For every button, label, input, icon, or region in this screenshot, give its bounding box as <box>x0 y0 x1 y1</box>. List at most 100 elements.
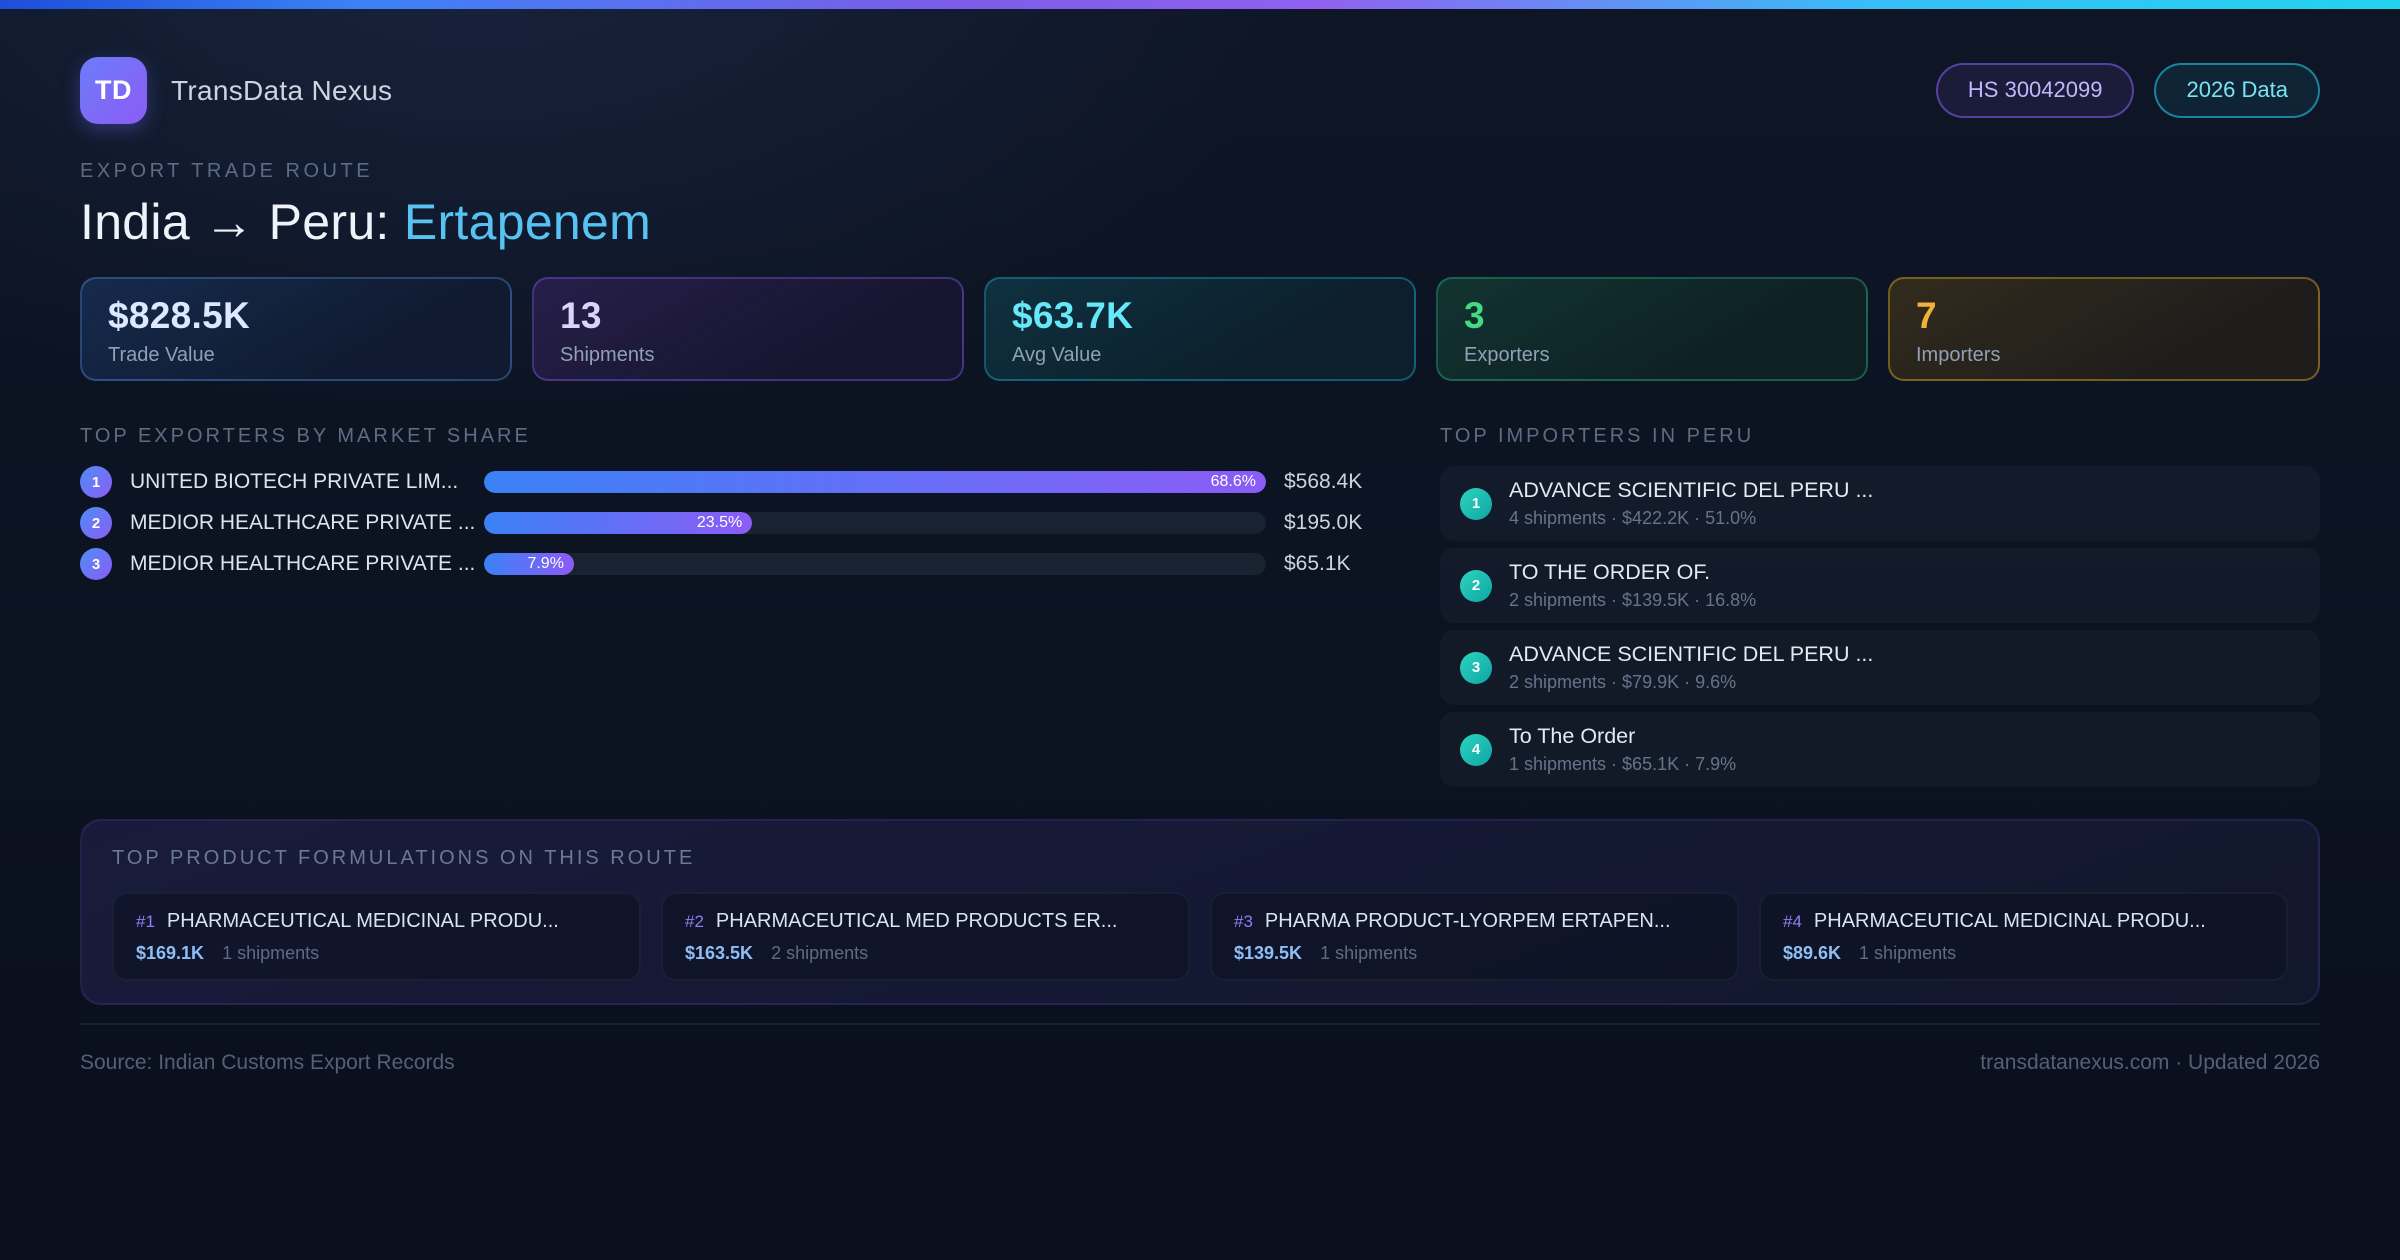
route-title: India → Peru: <box>80 194 404 250</box>
importer-text: ADVANCE SCIENTIFIC DEL PERU ... 4 shipme… <box>1509 478 1873 529</box>
formulation-value: $169.1K <box>136 943 205 963</box>
main-columns: TOP EXPORTERS BY MARKET SHARE 1 UNITED B… <box>80 425 2320 794</box>
formulation-shipments: 1 shipments <box>222 943 320 963</box>
importer-name: ADVANCE SCIENTIFIC DEL PERU ... <box>1509 642 1874 666</box>
stat-value: $828.5K <box>108 295 250 336</box>
market-share-bar: 68.6% <box>484 471 1266 493</box>
rank-badge: 1 <box>80 466 112 498</box>
header: TD TransData Nexus HS 30042099 2026 Data <box>80 57 2320 124</box>
share-percent: 23.5% <box>696 514 743 531</box>
page-title: India → Peru: Ertapenem <box>80 193 2320 251</box>
formulation-header: #4 PHARMACEUTICAL MEDICINAL PRODU... <box>1783 910 2264 933</box>
footer: Source: Indian Customs Export Records tr… <box>80 1023 2320 1075</box>
formulation-header: #3 PHARMA PRODUCT-LYORPEM ERTAPEN... <box>1234 910 1715 933</box>
formulation-rank: #3 <box>1234 912 1253 931</box>
formulation-header: #1 PHARMACEUTICAL MEDICINAL PRODU... <box>136 910 617 933</box>
exporter-value: $568.4K <box>1284 470 1363 493</box>
app-name: TransData Nexus <box>171 74 393 106</box>
hs-code-badge[interactable]: HS 30042099 <box>1935 63 2135 118</box>
importer-text: ADVANCE SCIENTIFIC DEL PERU ... 2 shipme… <box>1509 642 1873 693</box>
stat-card-shipments: 13 Shipments <box>532 277 964 381</box>
importer-details: 1 shipments · $65.1K · 7.9% <box>1509 754 1737 774</box>
market-share-bar-fill: 7.9% <box>484 553 574 575</box>
exporter-value: $195.0K <box>1284 511 1363 534</box>
stat-value: 3 <box>1464 295 1485 336</box>
market-share-bar-fill: 68.6% <box>484 471 1266 493</box>
page: TD TransData Nexus HS 30042099 2026 Data… <box>0 0 2400 1075</box>
stat-card-importers: 7 Importers <box>1888 277 2320 381</box>
formulation-card: #3 PHARMA PRODUCT-LYORPEM ERTAPEN... $13… <box>1210 892 1739 981</box>
stat-card-trade-value: $828.5K Trade Value <box>80 277 512 381</box>
importer-item: 2 TO THE ORDER OF. 2 shipments · $139.5K… <box>1440 548 2320 623</box>
formulation-meta: $163.5K 2 shipments <box>685 943 1166 964</box>
footer-source: Source: Indian Customs Export Records <box>80 1051 455 1074</box>
stat-value: $63.7K <box>1012 295 1134 336</box>
stat-label: Avg Value <box>1012 344 1102 366</box>
share-percent: 7.9% <box>527 555 564 572</box>
stat-card-avg-value: $63.7K Avg Value <box>984 277 1416 381</box>
formulation-name: PHARMACEUTICAL MED PRODUCTS ER... <box>715 910 1118 932</box>
exporter-name: MEDIOR HEALTHCARE PRIVATE ... <box>130 552 476 575</box>
header-badges: HS 30042099 2026 Data <box>1935 63 2320 118</box>
importer-name: ADVANCE SCIENTIFIC DEL PERU ... <box>1509 478 1874 502</box>
formulation-name: PHARMA PRODUCT-LYORPEM ERTAPEN... <box>1264 910 1671 932</box>
app-logo: TD <box>80 57 147 124</box>
importer-item: 3 ADVANCE SCIENTIFIC DEL PERU ... 2 ship… <box>1440 630 2320 705</box>
exporter-value: $65.1K <box>1284 552 1351 575</box>
exporters-section-title: TOP EXPORTERS BY MARKET SHARE <box>80 425 531 447</box>
formulations-grid: #1 PHARMACEUTICAL MEDICINAL PRODU... $16… <box>112 892 2288 981</box>
exporters-section: TOP EXPORTERS BY MARKET SHARE 1 UNITED B… <box>80 425 1378 589</box>
importer-name: TO THE ORDER OF. <box>1509 560 1711 584</box>
formulation-shipments: 2 shipments <box>771 943 869 963</box>
formulation-shipments: 1 shipments <box>1859 943 1957 963</box>
share-percent: 68.6% <box>1210 473 1256 490</box>
importer-details: 4 shipments · $422.2K · 51.0% <box>1509 508 1757 528</box>
stat-label: Importers <box>1916 344 2001 366</box>
brand: TD TransData Nexus <box>80 57 392 124</box>
formulation-shipments: 1 shipments <box>1320 943 1418 963</box>
formulation-card: #1 PHARMACEUTICAL MEDICINAL PRODU... $16… <box>112 892 641 981</box>
exporter-row: 2 MEDIOR HEALTHCARE PRIVATE ... 23.5% $1… <box>80 507 1378 539</box>
formulation-name: PHARMACEUTICAL MEDICINAL PRODU... <box>1813 910 2206 932</box>
stat-value: 13 <box>560 295 602 336</box>
stat-label: Trade Value <box>108 344 215 366</box>
formulation-value: $89.6K <box>1783 943 1842 963</box>
importer-item: 4 To The Order 1 shipments · $65.1K · 7.… <box>1440 712 2320 787</box>
importer-details: 2 shipments · $139.5K · 16.8% <box>1509 590 1757 610</box>
stat-label: Exporters <box>1464 344 1550 366</box>
importers-section: TOP IMPORTERS IN PERU 1 ADVANCE SCIENTIF… <box>1440 425 2320 794</box>
importer-text: To The Order 1 shipments · $65.1K · 7.9% <box>1509 724 1736 775</box>
content-container: TD TransData Nexus HS 30042099 2026 Data… <box>80 9 2320 1075</box>
formulation-meta: $139.5K 1 shipments <box>1234 943 1715 964</box>
exporter-name: UNITED BIOTECH PRIVATE LIM... <box>130 470 459 493</box>
exporter-name: MEDIOR HEALTHCARE PRIVATE ... <box>130 511 476 534</box>
market-share-bar: 23.5% <box>484 512 1266 534</box>
rank-badge: 3 <box>1460 651 1492 684</box>
rank-badge: 3 <box>80 548 112 580</box>
stat-label: Shipments <box>560 344 655 366</box>
formulation-rank: #1 <box>136 912 155 931</box>
formulation-meta: $89.6K 1 shipments <box>1783 943 2264 964</box>
market-share-bar-fill: 23.5% <box>484 512 753 534</box>
importers-section-title: TOP IMPORTERS IN PERU <box>1440 425 1755 447</box>
formulations-panel: TOP PRODUCT FORMULATIONS ON THIS ROUTE #… <box>80 819 2320 1005</box>
product-name: Ertapenem <box>403 194 652 250</box>
rank-badge: 2 <box>1460 569 1492 602</box>
formulation-header: #2 PHARMACEUTICAL MED PRODUCTS ER... <box>685 910 1166 933</box>
footer-site: transdatanexus.com · Updated 2026 <box>1980 1051 2320 1074</box>
importer-name: To The Order <box>1509 724 1636 748</box>
formulation-rank: #2 <box>685 912 704 931</box>
formulations-title: TOP PRODUCT FORMULATIONS ON THIS ROUTE <box>112 847 696 869</box>
rank-badge: 1 <box>1460 487 1492 520</box>
formulation-rank: #4 <box>1783 912 1802 931</box>
market-share-bar: 7.9% <box>484 553 1266 575</box>
top-accent-bar <box>0 0 2400 9</box>
formulation-meta: $169.1K 1 shipments <box>136 943 617 964</box>
formulation-name: PHARMACEUTICAL MEDICINAL PRODU... <box>166 910 559 932</box>
route-eyebrow: EXPORT TRADE ROUTE <box>80 160 374 182</box>
app-logo-text: TD <box>95 75 132 105</box>
year-data-badge[interactable]: 2026 Data <box>2154 63 2320 118</box>
rank-badge: 4 <box>1460 733 1492 766</box>
formulation-card: #2 PHARMACEUTICAL MED PRODUCTS ER... $16… <box>661 892 1190 981</box>
formulation-card: #4 PHARMACEUTICAL MEDICINAL PRODU... $89… <box>1759 892 2288 981</box>
